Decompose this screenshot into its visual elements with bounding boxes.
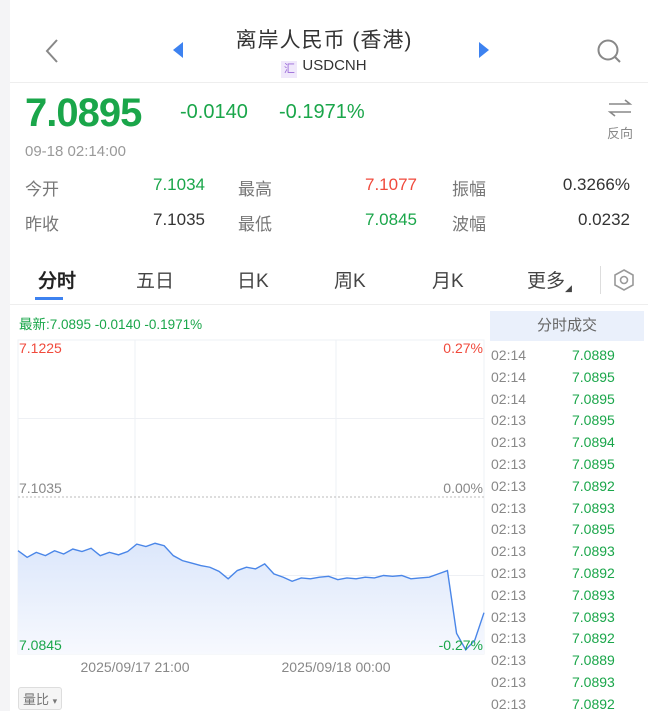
latest-quote-line: 最新:7.0895 -0.0140 -0.1971% — [19, 317, 203, 332]
y-max-label: 7.1225 — [19, 340, 62, 356]
trade-row: 02:13 7.0893 — [491, 543, 615, 560]
stat-label: 最高 — [238, 180, 272, 199]
search-icon[interactable] — [596, 38, 624, 66]
last-price: 7.0895 — [25, 91, 142, 135]
stat-value: 0.3266% — [562, 175, 630, 194]
swap-icon — [607, 99, 633, 117]
trades-header: 分时成交 — [490, 311, 644, 341]
stat-label: 今开 — [25, 180, 59, 199]
pct-min-label: -0.27% — [439, 637, 483, 653]
reverse-button[interactable]: 反向 — [600, 98, 640, 142]
tab-2[interactable]: 日K — [237, 271, 269, 292]
trade-row: 02:13 7.0892 — [491, 630, 615, 647]
price-line — [17, 542, 485, 652]
symbol-subtitle: 汇 USDCNH — [0, 57, 648, 78]
volume-ratio-button[interactable]: 量比 ▾ — [18, 687, 63, 710]
y-min-label: 7.0845 — [19, 637, 62, 653]
trade-row: 02:13 7.0895 — [491, 456, 615, 472]
stat-value: 7.1035 — [153, 210, 205, 229]
stat-label: 最低 — [238, 215, 272, 234]
trade-row: 02:14 7.0895 — [491, 368, 615, 385]
pct-max-label: 0.27% — [443, 340, 483, 356]
prev-arrow-icon[interactable] — [171, 42, 185, 58]
active-tab-indicator — [35, 297, 63, 300]
trade-row: 02:13 7.0893 — [491, 499, 615, 516]
intraday-chart[interactable]: 7.1225 7.1035 7.0845 0.27% 0.00% -0.27% 2025/0… — [0, 330, 490, 680]
trade-row: 02:13 7.0894 — [491, 434, 615, 451]
price-change: -0.0140 — [180, 101, 248, 123]
fx-badge: 汇 — [281, 61, 298, 78]
stat-label: 昨收 — [25, 215, 59, 234]
price-area — [18, 543, 484, 654]
divider — [10, 304, 648, 305]
stat-label: 振幅 — [452, 180, 486, 199]
next-arrow-icon[interactable] — [477, 42, 491, 58]
tab-3[interactable]: 周K — [334, 271, 366, 292]
settings-icon[interactable] — [612, 268, 636, 292]
x-tick-label: 2025/09/18 00:00 — [282, 659, 391, 675]
divider — [600, 266, 601, 294]
tab-1[interactable]: 五日 — [136, 271, 175, 292]
divider — [10, 82, 648, 83]
trade-row: 02:13 7.0892 — [491, 565, 615, 581]
tab-5[interactable]: 更多◢ — [527, 271, 572, 293]
tab-0[interactable]: 分时 — [38, 271, 77, 292]
trade-row: 02:14 7.0889 — [491, 347, 615, 363]
y-mid-label: 7.1035 — [19, 480, 62, 496]
quote-time: 09-18 02:14:00 — [25, 143, 126, 160]
page-title: 离岸人民币 (香港) — [235, 29, 413, 52]
tab-4[interactable]: 月K — [432, 271, 464, 292]
symbol: USDCNH — [302, 57, 367, 74]
stat-value: 7.1034 — [153, 175, 205, 194]
trade-row: 02:13 7.0893 — [491, 608, 615, 625]
trade-row: 02:13 7.0893 — [491, 674, 615, 690]
stat-value: 7.1077 — [365, 175, 417, 194]
price-change-pct: -0.1971% — [279, 101, 365, 123]
trade-row: 02:13 7.0892 — [491, 477, 615, 494]
reverse-label: 反向 — [606, 126, 633, 141]
trade-row: 02:14 7.0895 — [491, 390, 615, 407]
back-chevron-icon[interactable] — [42, 38, 62, 64]
stat-value: 7.0845 — [365, 210, 417, 229]
stat-label: 波幅 — [452, 215, 486, 234]
trade-row: 02:13 7.0892 — [491, 695, 615, 712]
pct-mid-label: 0.00% — [443, 480, 483, 496]
trade-row: 02:13 7.0889 — [491, 652, 615, 669]
trade-row: 02:13 7.0893 — [491, 586, 615, 603]
trade-row: 02:13 7.0895 — [491, 412, 615, 429]
x-tick-label: 2025/09/17 21:00 — [81, 659, 190, 675]
trade-row: 02:13 7.0895 — [491, 521, 615, 538]
stat-value: 0.0232 — [578, 210, 630, 229]
left-edge — [0, 0, 10, 711]
